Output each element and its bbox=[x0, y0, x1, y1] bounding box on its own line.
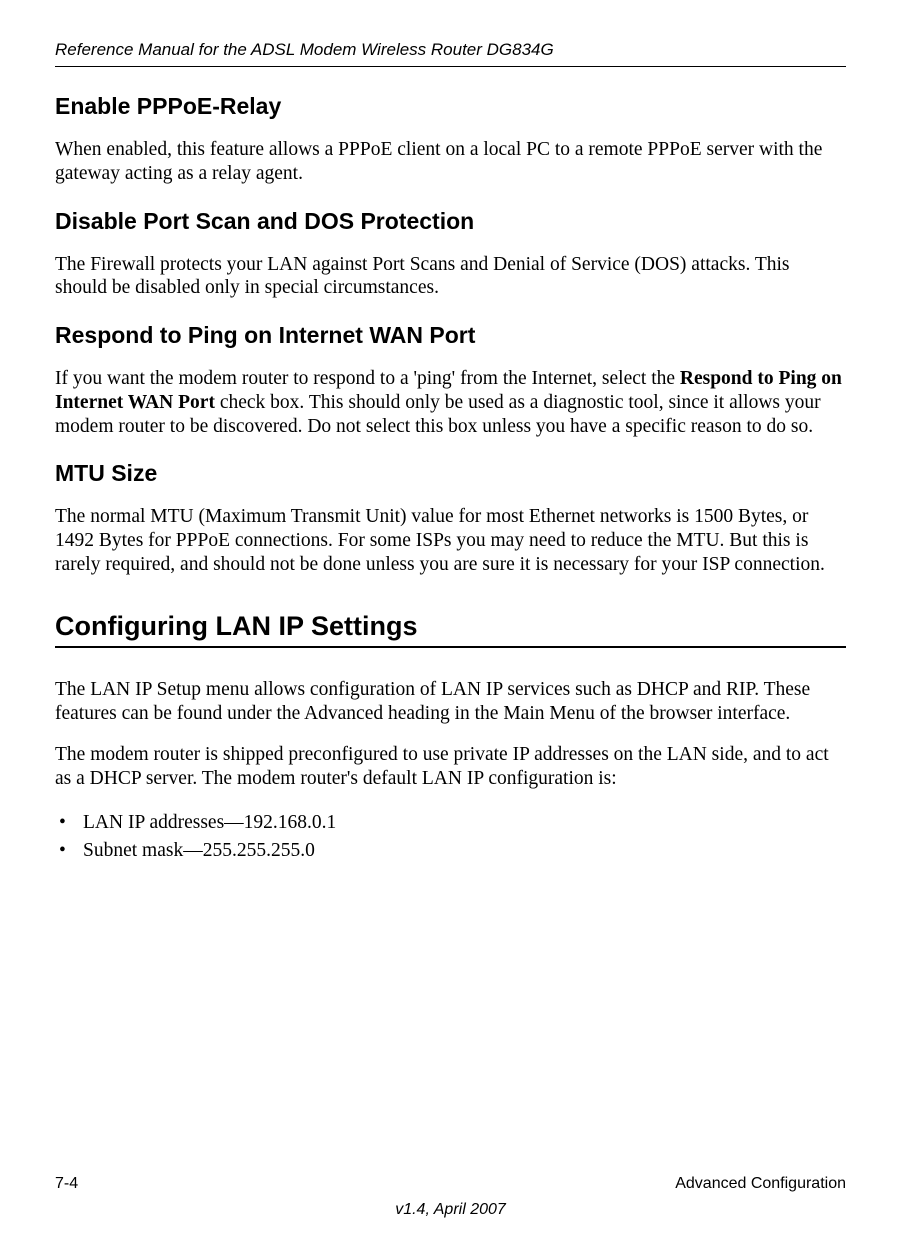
body-lanip-1: The LAN IP Setup menu allows configurati… bbox=[55, 678, 846, 726]
heading-pppoe-relay: Enable PPPoE-Relay bbox=[55, 93, 846, 120]
heading-respond-ping: Respond to Ping on Internet WAN Port bbox=[55, 322, 846, 349]
bullet-list-lanip: LAN IP addresses—192.168.0.1 Subnet mask… bbox=[55, 809, 846, 866]
body-mtu-size: The normal MTU (Maximum Transmit Unit) v… bbox=[55, 505, 846, 576]
list-item: Subnet mask—255.255.255.0 bbox=[83, 837, 846, 865]
footer-section-label: Advanced Configuration bbox=[675, 1175, 846, 1193]
body-lanip-2: The modem router is shipped preconfigure… bbox=[55, 743, 846, 791]
heading-configuring-lan-ip: Configuring LAN IP Settings bbox=[55, 611, 846, 648]
ping-text-pre: If you want the modem router to respond … bbox=[55, 368, 680, 389]
page-footer: 7-4 Advanced Configuration v1.4, April 2… bbox=[55, 1175, 846, 1219]
body-port-scan: The Firewall protects your LAN against P… bbox=[55, 253, 846, 301]
page: Reference Manual for the ADSL Modem Wire… bbox=[0, 0, 901, 1247]
list-item: LAN IP addresses—192.168.0.1 bbox=[83, 809, 846, 837]
heading-mtu-size: MTU Size bbox=[55, 460, 846, 487]
page-number: 7-4 bbox=[55, 1175, 78, 1193]
body-respond-ping: If you want the modem router to respond … bbox=[55, 367, 846, 438]
running-header: Reference Manual for the ADSL Modem Wire… bbox=[55, 40, 846, 67]
footer-version: v1.4, April 2007 bbox=[55, 1201, 846, 1219]
body-pppoe-relay: When enabled, this feature allows a PPPo… bbox=[55, 138, 846, 186]
heading-port-scan: Disable Port Scan and DOS Protection bbox=[55, 208, 846, 235]
